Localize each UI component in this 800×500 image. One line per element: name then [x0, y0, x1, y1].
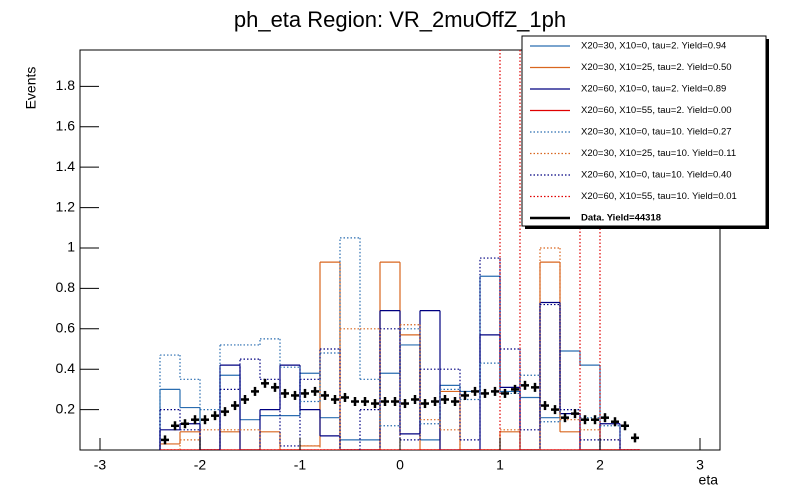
- legend-shadow: [525, 226, 769, 229]
- data-points: [161, 378, 639, 445]
- data-point: [291, 390, 299, 400]
- data-point: [211, 411, 219, 421]
- data-point: [161, 435, 169, 445]
- data-point: [371, 399, 379, 409]
- data-point: [501, 388, 509, 398]
- data-point: [221, 407, 229, 417]
- data-point: [601, 413, 609, 423]
- x-tick-label: -3: [94, 457, 107, 473]
- data-point: [201, 415, 209, 425]
- data-point: [391, 397, 399, 407]
- data-point: [551, 405, 559, 415]
- y-tick-label: 1.2: [56, 198, 76, 214]
- x-axis-label: eta: [699, 472, 719, 488]
- legend-label: X20=60, X10=55, tau=10. Yield=0.01: [581, 191, 737, 202]
- y-tick-label: 1.6: [56, 117, 76, 133]
- y-tick-label: 1: [67, 239, 75, 255]
- data-point: [591, 415, 599, 425]
- legend-label: X20=30, X10=25, tau=2. Yield=0.50: [581, 62, 732, 73]
- legend-label: X20=30, X10=0, tau=2. Yield=0.94: [581, 41, 726, 52]
- data-point: [261, 378, 269, 388]
- legend-label: X20=60, X10=0, tau=10. Yield=0.40: [581, 170, 732, 181]
- data-point: [281, 388, 289, 398]
- data-point: [411, 394, 419, 404]
- data-point: [631, 433, 639, 443]
- y-tick-label: 0.2: [56, 400, 76, 416]
- y-tick-label: 1.8: [56, 77, 76, 93]
- data-point: [421, 399, 429, 409]
- data-point: [241, 394, 249, 404]
- data-point: [231, 401, 239, 411]
- legend-label: X20=60, X10=55, tau=2. Yield=0.00: [581, 105, 732, 116]
- data-point: [311, 386, 319, 396]
- chart-title: ph_eta Region: VR_2muOffZ_1ph: [234, 7, 566, 32]
- x-tick-label: -2: [194, 457, 207, 473]
- data-point: [341, 392, 349, 402]
- data-point: [561, 413, 569, 423]
- data-point: [431, 397, 439, 407]
- data-point: [451, 397, 459, 407]
- x-tick-label: -1: [294, 457, 307, 473]
- data-point: [191, 415, 199, 425]
- data-point: [381, 397, 389, 407]
- data-point: [471, 386, 479, 396]
- y-tick-label: 1.4: [56, 158, 76, 174]
- y-tick-label: 0.8: [56, 279, 76, 295]
- data-point: [481, 388, 489, 398]
- data-point: [321, 390, 329, 400]
- x-tick-label: 1: [496, 457, 504, 473]
- data-point: [531, 382, 539, 392]
- data-point: [351, 397, 359, 407]
- data-point: [461, 390, 469, 400]
- y-tick-label: 0.4: [56, 360, 76, 376]
- legend: X20=30, X10=0, tau=2. Yield=0.94 X20=30, …: [521, 35, 769, 229]
- legend-label: X20=60, X10=0, tau=2. Yield=0.89: [581, 84, 726, 95]
- data-point: [251, 386, 259, 396]
- data-point: [541, 401, 549, 411]
- data-point: [611, 417, 619, 427]
- legend-label: X20=30, X10=25, tau=10. Yield=0.11: [581, 148, 736, 159]
- data-point: [401, 399, 409, 409]
- legend-shadow: [766, 39, 769, 229]
- x-tick-label: 0: [396, 457, 404, 473]
- legend-label: X20=30, X10=0, tau=10. Yield=0.27: [581, 127, 732, 138]
- y-tick-label: 0.6: [56, 319, 76, 335]
- plot-area: [159, 50, 640, 450]
- data-point: [491, 386, 499, 396]
- data-point: [301, 388, 309, 398]
- data-point: [331, 394, 339, 404]
- data-point: [521, 380, 529, 390]
- data-point: [571, 409, 579, 419]
- data-point: [361, 397, 369, 407]
- data-point: [621, 421, 629, 431]
- data-point: [171, 421, 179, 431]
- data-point: [271, 382, 279, 392]
- data-point: [581, 415, 589, 425]
- data-point: [181, 419, 189, 429]
- y-axis-label: Events: [23, 67, 39, 110]
- data-point: [511, 384, 519, 394]
- axes: -3 -2 -1 0 1 2 3 0.2 0.4 0.6 0.8 1 1.2 1.4 1.6 1.8: [56, 77, 705, 473]
- data-point: [441, 394, 449, 404]
- x-tick-label: 2: [596, 457, 604, 473]
- x-tick-label: 3: [696, 457, 704, 473]
- legend-label: Data. Yield=44318: [581, 213, 661, 224]
